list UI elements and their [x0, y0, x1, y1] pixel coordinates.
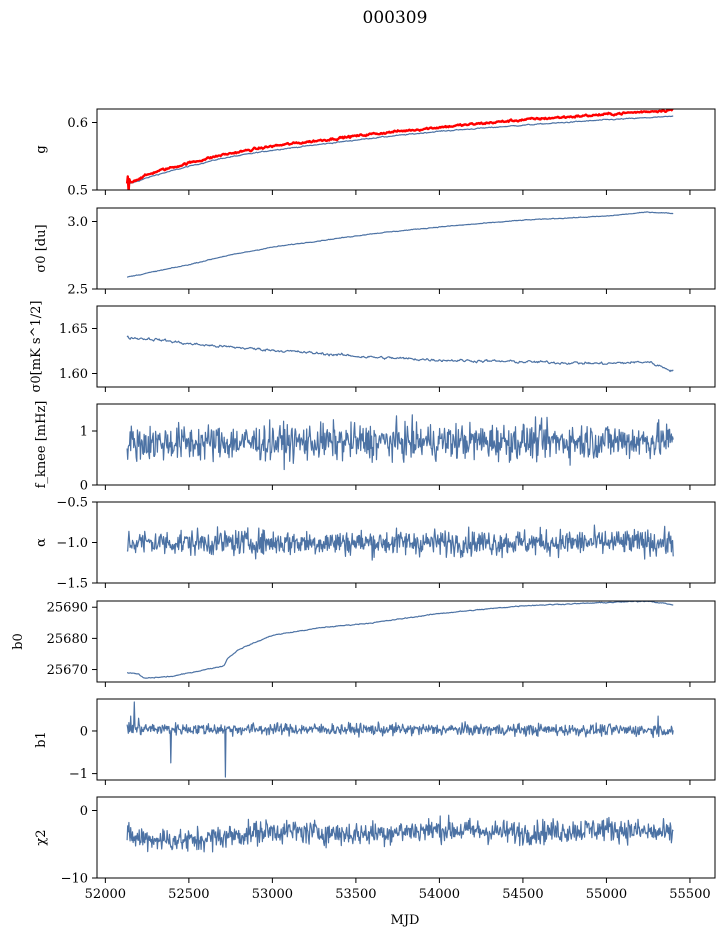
- panel-frame: [96, 207, 716, 290]
- panel-fknee: 0 1 f_knee [mHz]: [34, 401, 716, 494]
- panel-frame: [96, 108, 716, 191]
- x-tick-label: 52000: [85, 887, 126, 902]
- y-axis-label: α: [34, 538, 49, 547]
- panel-frame: [96, 403, 716, 486]
- y-tick-label: −1: [69, 767, 88, 782]
- panel-sigma0-mk: 1.60 1.65 σ0[mK s^1/2]: [29, 301, 716, 393]
- panel-frame: [96, 305, 716, 388]
- panel-frame: [96, 600, 716, 683]
- x-tick-label: 53000: [252, 887, 293, 902]
- series-line-sigma0-mk: [126, 335, 674, 373]
- x-tick-label: 54500: [502, 887, 543, 902]
- x-tick-label: 52500: [168, 887, 209, 902]
- y-tick-label: 1.65: [59, 322, 88, 337]
- y-tick-label: 1: [80, 425, 88, 440]
- x-axis: 52000 52500 53000 53500 54000 54500 55000 55500: [85, 887, 711, 902]
- y-tick-label: −1.0: [56, 536, 88, 551]
- series-line-g-fit: [126, 115, 674, 185]
- y-tick-label: 0: [80, 724, 88, 739]
- panels: 0.5 0.6 g 2.5 3.0 σ0 [du] 1.60 1.65 σ0[mK s^1/2]…: [11, 108, 716, 887]
- panel-b0: 25670 25680 25690 b0: [11, 600, 716, 687]
- y-tick-label: 2.5: [67, 283, 88, 298]
- series-line-chi2: [126, 814, 674, 853]
- chart-title: 000309: [363, 8, 428, 28]
- series-line-b0: [126, 601, 674, 679]
- y-axis-label: b0: [11, 633, 26, 650]
- y-tick-label: 25670: [47, 663, 88, 678]
- y-tick-label: −0.5: [56, 496, 88, 511]
- y-axis-label: σ0[mK s^1/2]: [29, 301, 44, 393]
- series-line-b1: [126, 701, 674, 778]
- series-line-sigma0-du: [126, 211, 674, 278]
- y-tick-label: 0.6: [67, 116, 88, 131]
- panel-chi2: −10 0 χ2: [34, 796, 716, 887]
- y-axis-label: σ0 [du]: [34, 224, 49, 272]
- series-line-fknee: [126, 414, 674, 471]
- x-tick-label: 53500: [335, 887, 376, 902]
- y-tick-label: −10: [61, 872, 88, 887]
- y-tick-label: 25680: [47, 632, 88, 647]
- x-tick-label: 55500: [669, 887, 710, 902]
- y-tick-label: 0: [80, 479, 88, 494]
- y-tick-label: 1.60: [59, 367, 88, 382]
- x-tick-label: 55000: [586, 887, 627, 902]
- panel-frame: [96, 698, 716, 781]
- panel-frame: [96, 796, 716, 879]
- panel-b1: −1 0 b1: [34, 698, 716, 785]
- x-axis-label: MJD: [391, 913, 420, 928]
- y-tick-label: 25690: [47, 601, 88, 616]
- y-axis-label: χ2: [34, 829, 49, 845]
- series-line-g-measured: [125, 109, 674, 190]
- y-tick-label: 0.5: [67, 184, 88, 199]
- x-tick-label: 54000: [419, 887, 460, 902]
- y-tick-label: −1.5: [56, 577, 88, 592]
- panel-alpha: −1.5 −1.0 −0.5 α: [34, 496, 716, 592]
- y-axis-label: b1: [34, 731, 49, 748]
- panel-g: 0.5 0.6 g: [34, 108, 716, 199]
- y-axis-label: f_knee [mHz]: [34, 401, 49, 489]
- panel-sigma0-du: 2.5 3.0 σ0 [du]: [34, 207, 716, 298]
- y-axis-label: g: [34, 145, 49, 153]
- y-tick-label: 0: [80, 804, 88, 819]
- y-tick-label: 3.0: [67, 215, 88, 230]
- series-line-alpha: [126, 524, 674, 561]
